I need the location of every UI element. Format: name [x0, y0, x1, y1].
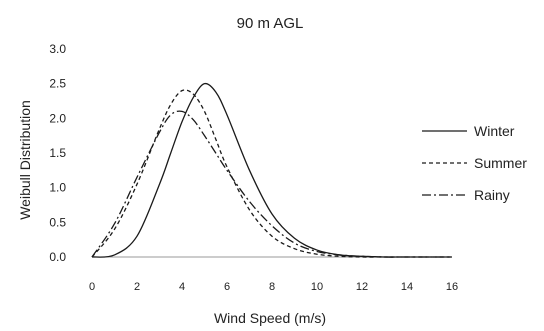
x-tick-label: 6 [224, 281, 230, 293]
series-lines [91, 82, 452, 258]
x-tick-label: 16 [446, 281, 458, 293]
rainy-series-line [91, 110, 452, 258]
x-tick-label: 14 [401, 281, 413, 293]
x-tick-label: 2 [134, 281, 140, 293]
y-tick-label: 0.0 [49, 250, 66, 264]
y-axis-label: Weibull Distribution [17, 100, 33, 220]
chart-legend: Winter Summer Rainy [422, 123, 527, 203]
x-tick-label: 0 [89, 281, 95, 293]
summer-legend-label: Summer [474, 155, 527, 171]
x-tick-label: 12 [356, 281, 368, 293]
y-tick-label: 0.5 [49, 215, 66, 229]
y-tick-label: 2.5 [49, 77, 66, 91]
winter-legend-label: Winter [474, 123, 515, 139]
x-tick-label: 8 [269, 281, 275, 293]
x-axis-label: Wind Speed (m/s) [214, 310, 326, 326]
x-tick-label: 4 [179, 281, 185, 293]
chart-title: 90 m AGL [237, 15, 304, 32]
y-tick-label: 2.0 [49, 111, 66, 125]
summer-series-line [91, 89, 452, 258]
x-tick-label: 10 [311, 281, 323, 293]
rainy-legend-label: Rainy [474, 187, 510, 203]
y-tick-label: 3.0 [49, 42, 66, 56]
winter-series-line [91, 82, 452, 258]
axis-ticks: 0 2 4 6 8 10 12 14 16 0.0 0.5 1.0 1.5 2.0 2.5 3.0 [49, 42, 458, 293]
y-tick-label: 1.5 [49, 146, 66, 160]
y-tick-label: 1.0 [49, 181, 66, 195]
